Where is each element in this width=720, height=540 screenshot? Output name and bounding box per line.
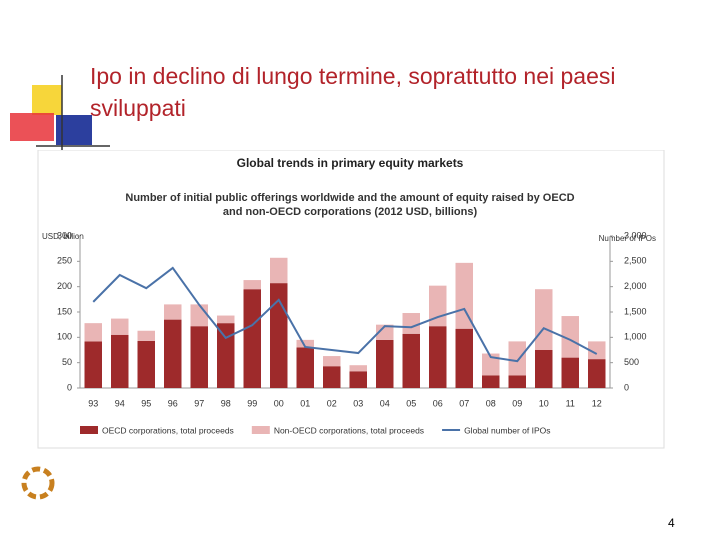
bar <box>376 339 394 388</box>
y2-tick-label: 500 <box>624 357 639 367</box>
deco-square <box>10 113 54 141</box>
y2-tick-label: 1,000 <box>624 332 647 342</box>
chart-subtitle: and non-OECD corporations (2012 USD, bil… <box>223 206 478 218</box>
y-tick-label: 250 <box>57 256 72 266</box>
x-tick-label: 11 <box>566 398 575 408</box>
x-tick-label: 06 <box>433 398 443 408</box>
bar <box>137 340 155 388</box>
legend-label: OECD corporations, total proceeds <box>102 425 234 435</box>
bar <box>243 280 261 290</box>
bar <box>376 324 394 340</box>
bar <box>349 365 367 372</box>
bar <box>217 315 235 324</box>
x-tick-label: 99 <box>247 398 257 408</box>
x-tick-label: 93 <box>88 398 98 408</box>
bar <box>164 319 182 388</box>
x-tick-label: 02 <box>327 398 337 408</box>
x-tick-label: 10 <box>539 398 549 408</box>
chart-subtitle: Number of initial public offerings world… <box>125 192 574 204</box>
deco-square <box>32 85 62 115</box>
x-tick-label: 09 <box>512 398 522 408</box>
y2-tick-label: 2,000 <box>624 281 647 291</box>
page-number: 4 <box>668 516 675 530</box>
x-tick-label: 95 <box>141 398 151 408</box>
y-tick-label: 50 <box>62 357 72 367</box>
x-tick-label: 07 <box>459 398 469 408</box>
bar <box>111 334 129 388</box>
x-tick-label: 00 <box>274 398 284 408</box>
y2-tick-label: 0 <box>624 382 629 392</box>
y2-tick-label: 3,000 <box>624 230 647 240</box>
bar <box>137 330 155 341</box>
bar <box>111 318 129 335</box>
bar <box>508 375 526 388</box>
bar <box>217 323 235 388</box>
bar <box>243 289 261 388</box>
bar <box>323 356 341 367</box>
slide-title: Ipo in declino di lungo termine, sopratt… <box>90 63 616 121</box>
bar <box>508 341 526 376</box>
bar <box>561 316 579 358</box>
bar <box>190 304 208 327</box>
bar <box>588 359 606 388</box>
bar <box>190 326 208 388</box>
y-tick-label: 0 <box>67 382 72 392</box>
bar <box>164 304 182 320</box>
x-tick-label: 97 <box>194 398 204 408</box>
y2-tick-label: 1,500 <box>624 306 647 316</box>
bar <box>349 371 367 388</box>
x-tick-label: 94 <box>115 398 125 408</box>
bar <box>84 323 102 342</box>
bar <box>455 262 473 329</box>
x-tick-label: 05 <box>406 398 416 408</box>
x-tick-label: 04 <box>380 398 390 408</box>
bar <box>296 347 314 388</box>
bar <box>402 333 420 388</box>
bar <box>402 313 420 334</box>
x-tick-label: 08 <box>486 398 496 408</box>
chart-title: Global trends in primary equity markets <box>237 156 464 170</box>
y-axis-label: USD, billion <box>42 232 84 241</box>
bar <box>482 375 500 388</box>
x-tick-label: 12 <box>592 398 602 408</box>
bar <box>270 257 288 284</box>
bar <box>455 328 473 388</box>
chart: Global trends in primary equity markets … <box>37 150 665 449</box>
bar <box>323 366 341 388</box>
logo <box>21 466 55 500</box>
y2-axis-label: Number of IPOs <box>599 234 656 243</box>
x-tick-label: 96 <box>168 398 178 408</box>
y2-tick-label: 2,500 <box>624 256 647 266</box>
x-tick-label: 98 <box>221 398 231 408</box>
bar <box>482 353 500 376</box>
bar <box>588 341 606 360</box>
bar <box>429 326 447 388</box>
chart-frame <box>37 150 665 449</box>
x-tick-label: 03 <box>353 398 363 408</box>
bar <box>535 350 553 388</box>
bar <box>84 341 102 388</box>
y-tick-label: 200 <box>57 281 72 291</box>
x-tick-label: 01 <box>300 398 310 408</box>
bar <box>561 357 579 388</box>
y-tick-label: 100 <box>57 332 72 342</box>
legend-label: Global number of IPOs <box>464 425 550 435</box>
y-tick-label: 300 <box>57 230 72 240</box>
y-tick-label: 150 <box>57 306 72 316</box>
legend-label: Non-OECD corporations, total proceeds <box>274 425 424 435</box>
legend-swatch <box>80 426 98 434</box>
bar <box>296 339 314 348</box>
legend-swatch <box>251 426 270 434</box>
bar <box>535 289 553 350</box>
line <box>92 266 598 363</box>
